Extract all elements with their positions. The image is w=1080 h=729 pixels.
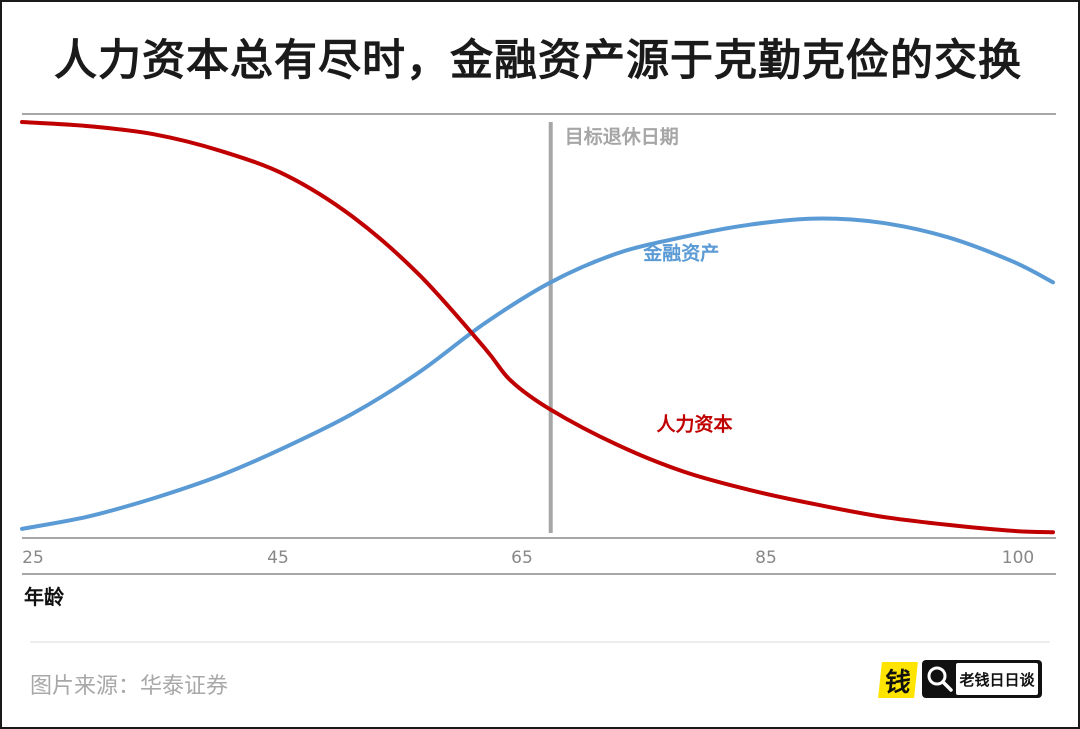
series-label-human-capital: 人力资本 [656,412,732,435]
chart-title: 人力资本总有尽时，金融资产源于克勤克俭的交换 [54,36,1022,86]
image-source: 图片来源：华泰证券 [30,674,229,699]
search-icon [927,666,953,692]
logo-text: 老钱日日谈 [956,663,1038,695]
series-line-financial-assets [20,216,1055,531]
x-tick-label-65: 65 [511,548,533,568]
x-tick-label-85: 85 [755,548,777,568]
x-axis-label: 年龄 [24,585,65,609]
series-label-financial-assets: 金融资产 [642,242,719,265]
x-tick-label-45: 45 [267,548,289,568]
logo-badge: 老钱日日谈 [922,660,1042,698]
x-tick-labels: 25 45 65 85 100 [22,548,1034,568]
x-tick-label-100: 100 [1002,548,1034,568]
x-tick-label-25: 25 [22,548,44,568]
retirement-label: 目标退休日期 [565,126,679,148]
series-line-human-capital [20,120,1055,535]
logo-qian-mark: 钱 [878,662,918,698]
